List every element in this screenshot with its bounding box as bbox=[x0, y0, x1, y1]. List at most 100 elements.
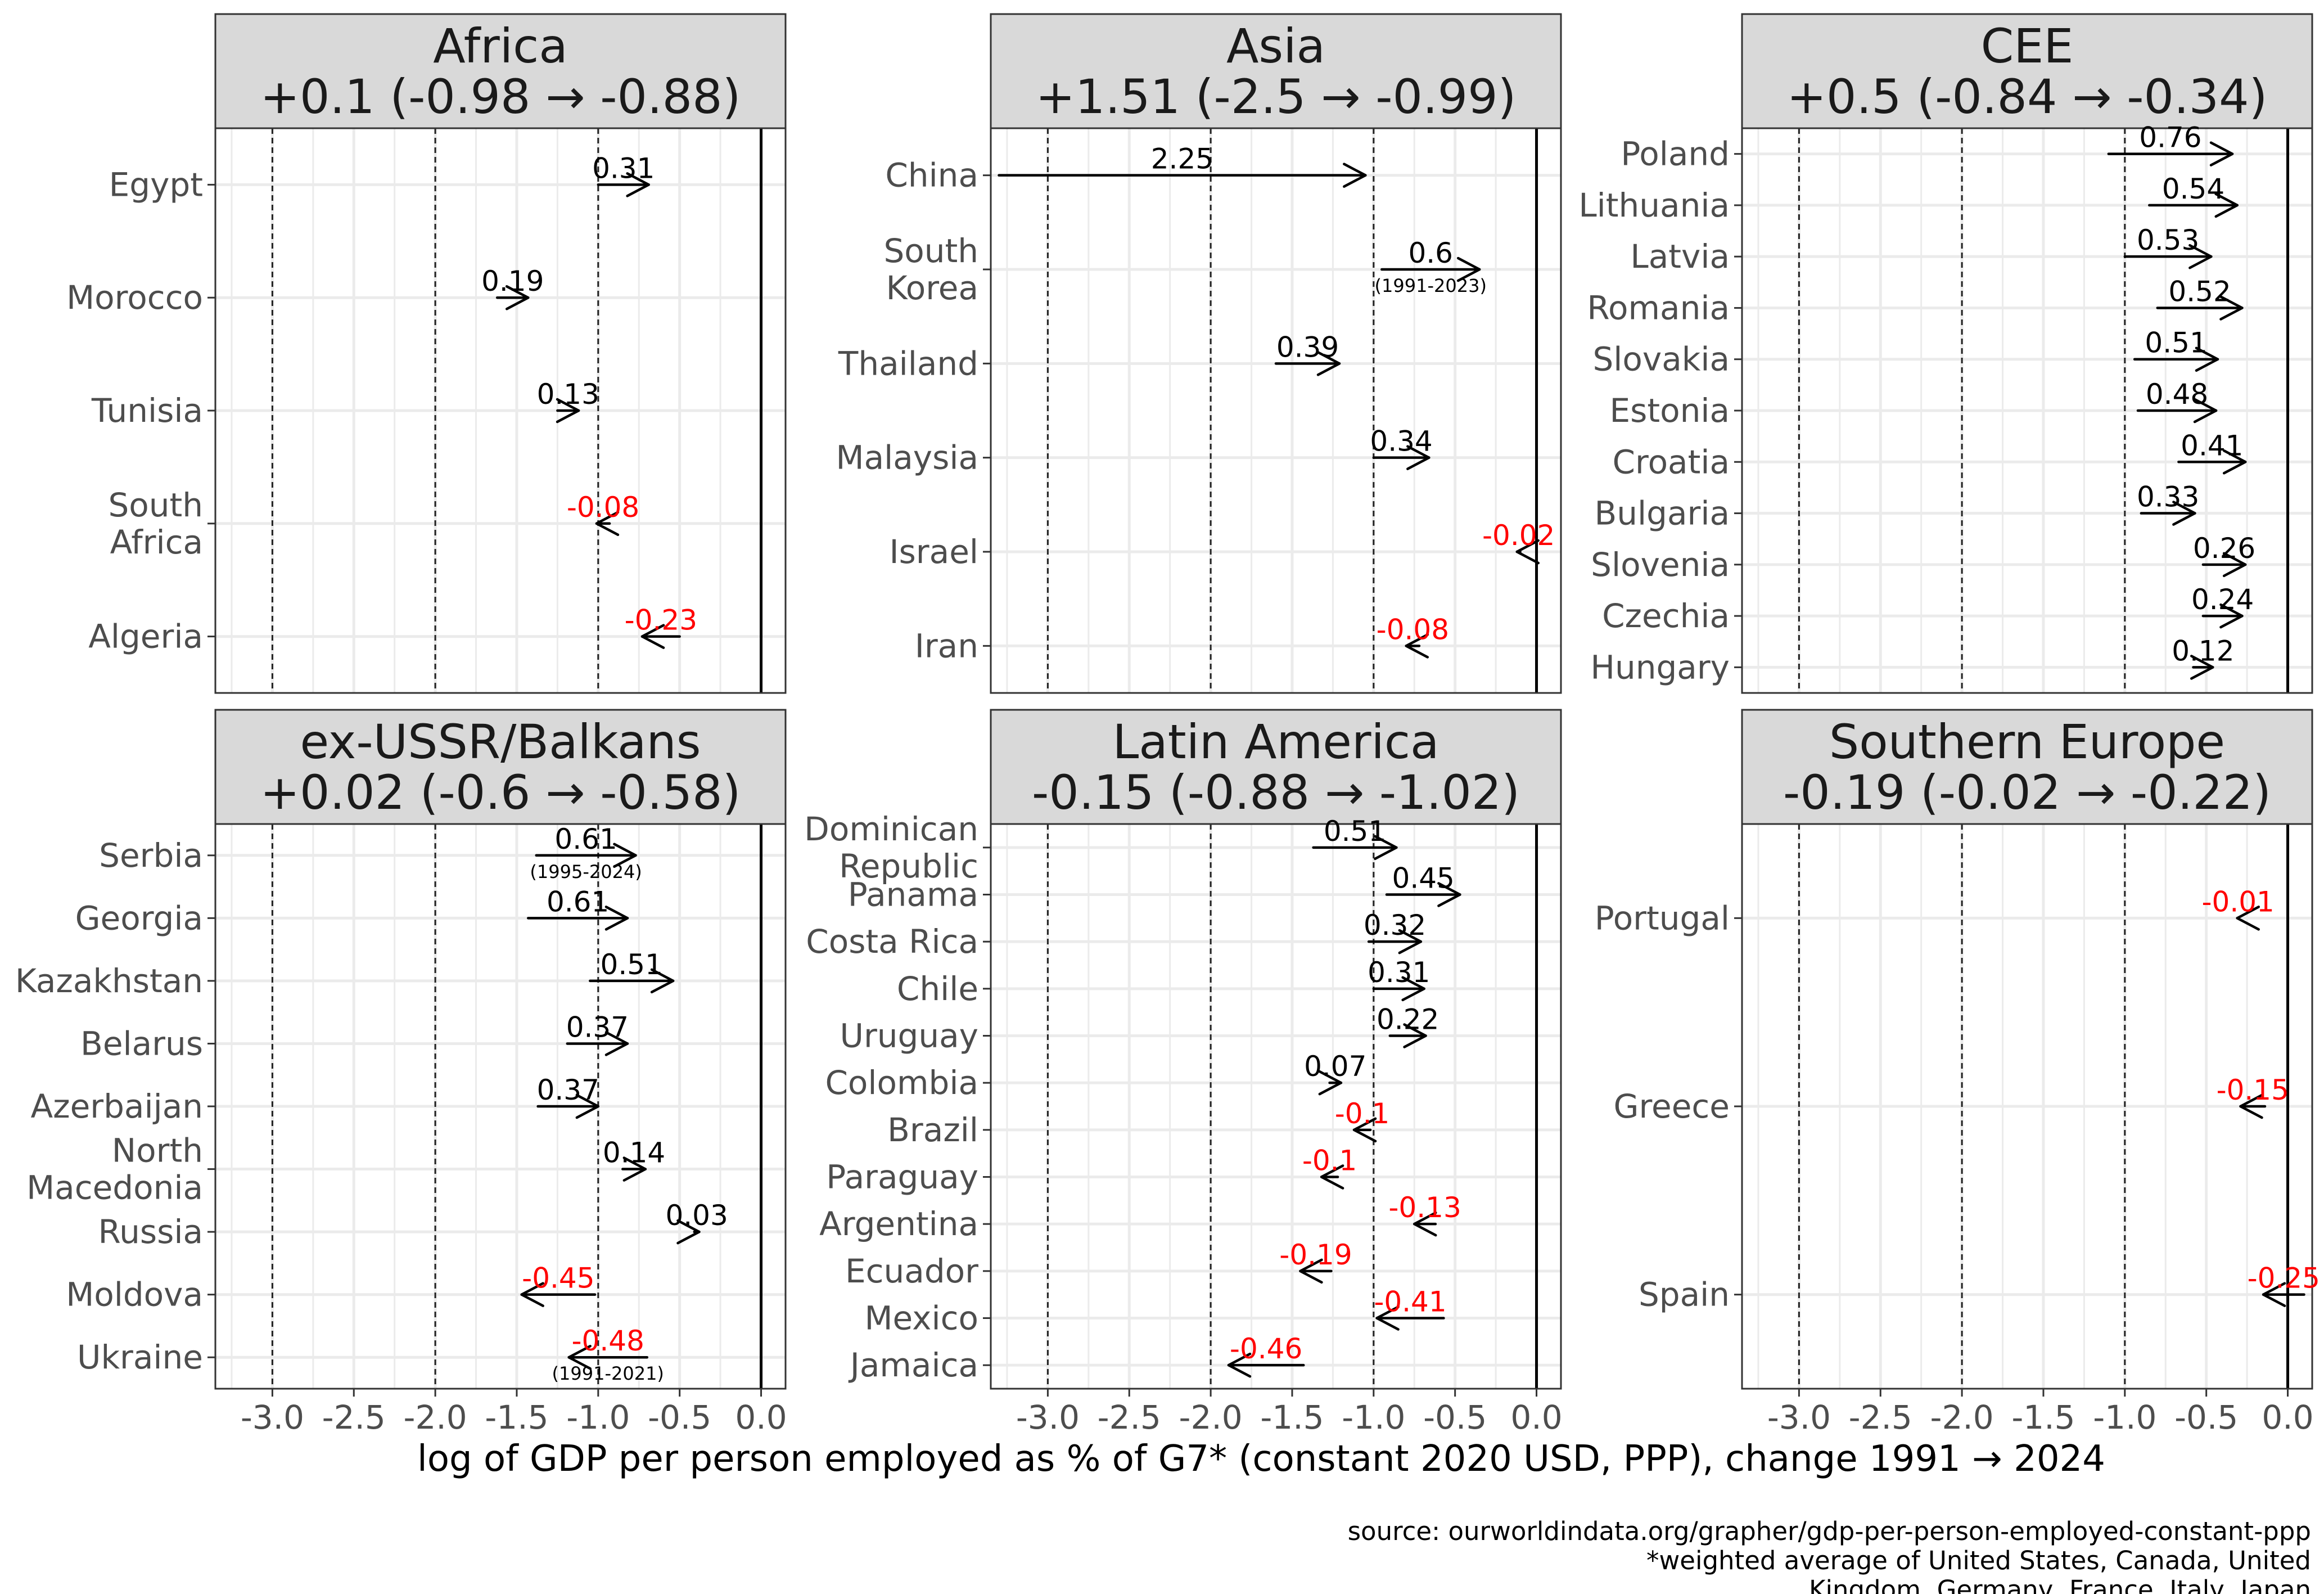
category-label: Bulgaria bbox=[1594, 494, 1730, 533]
arrow-head bbox=[2214, 192, 2239, 218]
category-label: Ukraine bbox=[77, 1338, 203, 1376]
category-label: Czechia bbox=[1602, 597, 1730, 635]
change-label: 0.41 bbox=[2181, 429, 2243, 462]
arrow-head bbox=[520, 1282, 544, 1307]
panel-background bbox=[990, 127, 1562, 694]
arrow-head bbox=[2222, 449, 2247, 475]
period-note: (1991-2021) bbox=[552, 1363, 664, 1384]
x-tick-label: -1.5 bbox=[2011, 1398, 2075, 1437]
category-label: Greece bbox=[1614, 1087, 1730, 1125]
category-label: Poland bbox=[1621, 135, 1730, 173]
change-label: -0.25 bbox=[2248, 1262, 2320, 1295]
change-label: 0.14 bbox=[603, 1137, 665, 1169]
panel-background bbox=[990, 823, 1562, 1390]
category-label: Azerbaijan bbox=[30, 1087, 203, 1125]
arrow-head bbox=[622, 1156, 647, 1182]
change-label: 0.12 bbox=[2172, 634, 2234, 667]
change-label: 0.03 bbox=[665, 1199, 728, 1232]
category-label: Slovakia bbox=[1592, 340, 1730, 379]
category-label: Chile bbox=[897, 970, 978, 1008]
x-tick-label: -3.0 bbox=[1016, 1398, 1080, 1437]
arrow-head bbox=[2193, 398, 2218, 424]
arrow-head bbox=[1403, 1023, 1427, 1048]
change-label: 0.26 bbox=[2193, 532, 2255, 565]
change-label: -0.1 bbox=[1302, 1145, 1357, 1177]
change-label: -0.02 bbox=[1482, 519, 1555, 552]
arrow-head bbox=[1375, 1305, 1400, 1331]
change-label: -0.41 bbox=[1374, 1286, 1446, 1318]
arrow-head bbox=[1437, 882, 1461, 907]
category-label: Mexico bbox=[864, 1299, 978, 1338]
arrow-head bbox=[556, 398, 580, 424]
arrow-head bbox=[595, 511, 620, 537]
category-label: South Korea bbox=[883, 232, 978, 307]
panel-africa: Africa+0.1 (-0.98 → -0.88) Egypt 0.31 Moroc… bbox=[66, 13, 787, 694]
change-label: -0.48 bbox=[572, 1325, 644, 1357]
change-label: -0.08 bbox=[567, 491, 639, 524]
arrow-head bbox=[640, 624, 665, 649]
panel-title: Latin America bbox=[1113, 714, 1439, 769]
arrow-head bbox=[2188, 244, 2213, 269]
caption-line-1: source: ourworldindata.org/grapher/gdp-p… bbox=[1348, 1516, 2311, 1546]
x-tick-label: -1.0 bbox=[1342, 1398, 1405, 1437]
arrow-head bbox=[567, 1344, 592, 1370]
panel-title: ex-USSR/Balkans bbox=[300, 714, 701, 769]
change-label: 0.76 bbox=[2139, 121, 2201, 154]
change-label: -0.13 bbox=[1388, 1191, 1461, 1224]
change-label: 0.51 bbox=[601, 948, 663, 981]
change-label: 0.51 bbox=[2145, 327, 2207, 359]
panel-strip bbox=[214, 709, 787, 825]
category-label: Dominican Republic bbox=[804, 810, 978, 885]
panel-subtitle: +0.1 (-0.98 → -0.88) bbox=[260, 69, 741, 124]
x-tick-label: 0.0 bbox=[2262, 1398, 2313, 1437]
change-label: 0.07 bbox=[1304, 1050, 1366, 1083]
category-label: Tunisia bbox=[91, 391, 203, 430]
panel-subtitle: +1.51 (-2.5 → -0.99) bbox=[1036, 69, 1517, 124]
category-label: Serbia bbox=[99, 836, 203, 875]
x-tick-label: 0.0 bbox=[1510, 1398, 1562, 1437]
change-label: -0.15 bbox=[2217, 1074, 2289, 1106]
category-label: Ecuador bbox=[845, 1252, 978, 1290]
panel-subtitle: +0.02 (-0.6 → -0.58) bbox=[260, 765, 741, 820]
arrow-head bbox=[2219, 603, 2244, 629]
change-label: -0.45 bbox=[522, 1262, 594, 1295]
panel-subtitle: -0.15 (-0.88 → -1.02) bbox=[1032, 765, 1520, 820]
arrow-head bbox=[1352, 1117, 1377, 1143]
x-tick-label: -3.0 bbox=[1767, 1398, 1831, 1437]
x-tick-label: -2.0 bbox=[404, 1398, 467, 1437]
arrow-head bbox=[2172, 501, 2196, 526]
arrow-head bbox=[1374, 835, 1398, 861]
category-label: Spain bbox=[1639, 1276, 1730, 1314]
category-label: Paraguay bbox=[826, 1158, 978, 1196]
period-note: (1995-2024) bbox=[530, 861, 642, 882]
arrow-head bbox=[1227, 1352, 1252, 1378]
arrow-head bbox=[2222, 552, 2247, 578]
category-label: Estonia bbox=[1609, 391, 1730, 430]
category-label: North Macedonia bbox=[26, 1132, 203, 1207]
panel-title: Southern Europe bbox=[1829, 714, 2225, 769]
change-label: 0.33 bbox=[2137, 481, 2199, 514]
arrow-head bbox=[2190, 655, 2214, 680]
change-label: 0.31 bbox=[592, 152, 655, 184]
x-tick-label: -2.5 bbox=[322, 1398, 386, 1437]
category-label: Romania bbox=[1587, 289, 1730, 327]
change-label: 0.19 bbox=[481, 265, 544, 298]
x-tick-label: -2.0 bbox=[1179, 1398, 1243, 1437]
panel-subtitle: -0.19 (-0.02 → -0.22) bbox=[1783, 765, 2271, 820]
change-label: 0.52 bbox=[2168, 275, 2231, 308]
category-label: Malaysia bbox=[836, 439, 978, 477]
change-label: 0.61 bbox=[547, 885, 609, 918]
category-label: Portugal bbox=[1595, 899, 1730, 937]
category-label: Uruguay bbox=[840, 1017, 979, 1055]
arrow-head bbox=[604, 906, 629, 931]
category-label: Lithuania bbox=[1578, 186, 1730, 224]
panel-southern-europe: Southern Europe-0.19 (-0.02 → -0.22) Port… bbox=[1595, 709, 2320, 1437]
category-label: South Africa bbox=[108, 486, 203, 561]
panel-strip bbox=[990, 13, 1562, 129]
change-label: 0.53 bbox=[2137, 224, 2199, 256]
arrow-head bbox=[2239, 1093, 2263, 1119]
panel-ex-ussr-balkans: ex-USSR/Balkans+0.02 (-0.6 → -0.58) Serbi… bbox=[15, 709, 787, 1437]
x-tick-label: -1.5 bbox=[1260, 1398, 1324, 1437]
category-label: Jamaica bbox=[849, 1346, 978, 1384]
